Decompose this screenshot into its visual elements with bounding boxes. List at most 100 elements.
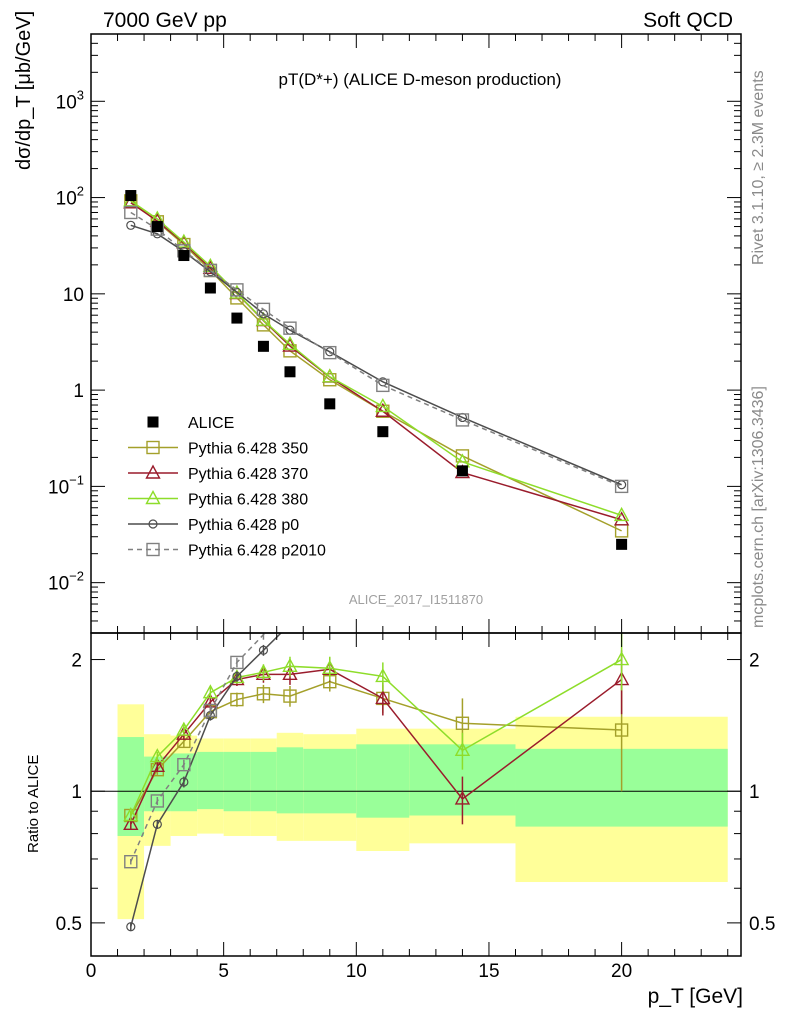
ratio-tick-label-right: 2 bbox=[749, 651, 760, 672]
series-point-ratio bbox=[455, 716, 470, 730]
side-label-top: Rivet 3.1.10, ≥ 2.3M events bbox=[750, 70, 767, 265]
series-point-ratio bbox=[375, 667, 391, 683]
legend-marker bbox=[146, 542, 160, 557]
series-point-ratio bbox=[258, 645, 269, 655]
plot-title: pT(D*+) (ALICE D-meson production) bbox=[279, 70, 562, 89]
series-point-ratio bbox=[203, 703, 218, 718]
series-point-ratio bbox=[283, 689, 297, 703]
series-point-top bbox=[613, 506, 630, 522]
legend-marker bbox=[146, 440, 160, 455]
band-inner bbox=[356, 744, 410, 818]
x-tick-label: 0 bbox=[86, 961, 97, 982]
series-point-top bbox=[255, 311, 272, 326]
data-point bbox=[324, 398, 336, 410]
ratio-panel bbox=[91, 632, 741, 932]
series-point-ratio bbox=[613, 651, 630, 666]
data-point bbox=[284, 366, 296, 378]
series-point-top bbox=[323, 345, 337, 360]
series-point-ratio bbox=[179, 777, 189, 787]
legend-label: Pythia 6.428 380 bbox=[188, 492, 308, 509]
legend-label: Pythia 6.428 350 bbox=[188, 441, 308, 458]
data-point bbox=[456, 465, 468, 477]
series-point-top bbox=[375, 402, 391, 417]
side-label-bottom: mcplots.cern.ch [arXiv:1306.3436] bbox=[750, 386, 767, 628]
legend-label: ALICE bbox=[188, 415, 234, 432]
y-tick-label: 10−2 bbox=[48, 569, 84, 595]
y-axis-label: dσ/dp_T [μb/GeV] bbox=[13, 11, 35, 170]
x-axis-label: p_T [GeV] bbox=[648, 985, 743, 1008]
legend: ALICE Pythia 6.428 350 Pythia 6.428 370 Pyt… bbox=[128, 415, 326, 560]
data-point bbox=[616, 538, 628, 550]
series-point-ratio bbox=[282, 657, 298, 673]
series-point-top bbox=[230, 283, 244, 297]
ratio-uncertainty-bands bbox=[117, 704, 728, 920]
data-point bbox=[204, 282, 216, 294]
header-right: Soft QCD bbox=[643, 9, 733, 32]
series-point-ratio bbox=[454, 790, 471, 805]
series-point-ratio bbox=[322, 659, 338, 674]
x-tick-label: 20 bbox=[611, 961, 632, 982]
series-point-ratio bbox=[123, 815, 139, 831]
data-point bbox=[178, 250, 190, 262]
data-point bbox=[377, 426, 389, 438]
series-line-top bbox=[130, 224, 622, 486]
series-point-top bbox=[126, 220, 136, 230]
band-inner bbox=[250, 751, 277, 812]
series-point-ratio bbox=[614, 723, 629, 737]
series-point-ratio bbox=[123, 807, 139, 822]
series-point-ratio bbox=[454, 741, 471, 757]
series-point-top bbox=[123, 194, 139, 209]
series-point-ratio bbox=[124, 854, 138, 869]
series-point-top bbox=[322, 368, 338, 383]
series-point-ratio bbox=[232, 671, 242, 682]
series-point-ratio bbox=[176, 721, 192, 736]
series-point-ratio bbox=[230, 692, 244, 707]
y-tick-label: 102 bbox=[56, 184, 84, 210]
series-point-top bbox=[613, 511, 630, 526]
series-point-top bbox=[283, 321, 297, 335]
series-point-top bbox=[282, 335, 298, 350]
labels: 7000 GeV pp Soft QCD pT(D*+) (ALICE D-me… bbox=[13, 9, 767, 1008]
legend-marker bbox=[145, 490, 161, 505]
main-panel bbox=[123, 190, 630, 550]
x-tick-label: 15 bbox=[478, 961, 499, 982]
data-point bbox=[125, 190, 137, 202]
legend-marker bbox=[147, 416, 159, 428]
series-line-top bbox=[130, 200, 622, 517]
legend-marker bbox=[145, 464, 161, 479]
series-point-ratio bbox=[375, 689, 391, 705]
legend-label: Pythia 6.428 p0 bbox=[188, 517, 299, 534]
series-point-ratio bbox=[177, 757, 191, 772]
series-point-ratio bbox=[229, 668, 245, 684]
header-left: 7000 GeV pp bbox=[103, 9, 227, 32]
ratio-frame bbox=[90, 632, 742, 957]
x-tick-label: 10 bbox=[346, 961, 367, 982]
y-tick-label: 10−1 bbox=[48, 472, 84, 498]
ratio-y-axis-label: Ratio to ALICE bbox=[25, 755, 42, 853]
y-tick-label: 1 bbox=[73, 381, 84, 402]
series-point-top bbox=[376, 378, 390, 393]
series-point-ratio bbox=[126, 922, 136, 932]
ratio-tick-label-left: 0.5 bbox=[56, 914, 82, 935]
ratio-tick-label-right: 1 bbox=[749, 782, 760, 803]
band-inner bbox=[223, 751, 251, 812]
series-point-top bbox=[455, 413, 470, 427]
series-point-ratio bbox=[282, 665, 298, 681]
series-point-top bbox=[282, 337, 298, 352]
axes: 0 5 10 15 20 10−2 10−1 1 10 102 103 0.5 0.5 1 1 2 2 bbox=[48, 33, 775, 982]
legend-label: Pythia 6.428 370 bbox=[188, 466, 308, 483]
data-point bbox=[231, 312, 243, 324]
ratio-tick-label-left: 1 bbox=[71, 782, 82, 803]
series-point-top bbox=[614, 479, 629, 494]
series-point-ratio bbox=[149, 748, 166, 763]
series-point-top bbox=[375, 397, 391, 413]
data-point bbox=[151, 221, 163, 233]
series-point-ratio bbox=[150, 794, 165, 808]
series-point-ratio bbox=[256, 687, 271, 701]
ratio-tick-label-right: 0.5 bbox=[749, 914, 775, 935]
legend-marker bbox=[148, 519, 158, 529]
analysis-label: ALICE_2017_I1511870 bbox=[349, 592, 483, 607]
series-point-top bbox=[203, 263, 218, 278]
band-inner bbox=[197, 751, 224, 810]
